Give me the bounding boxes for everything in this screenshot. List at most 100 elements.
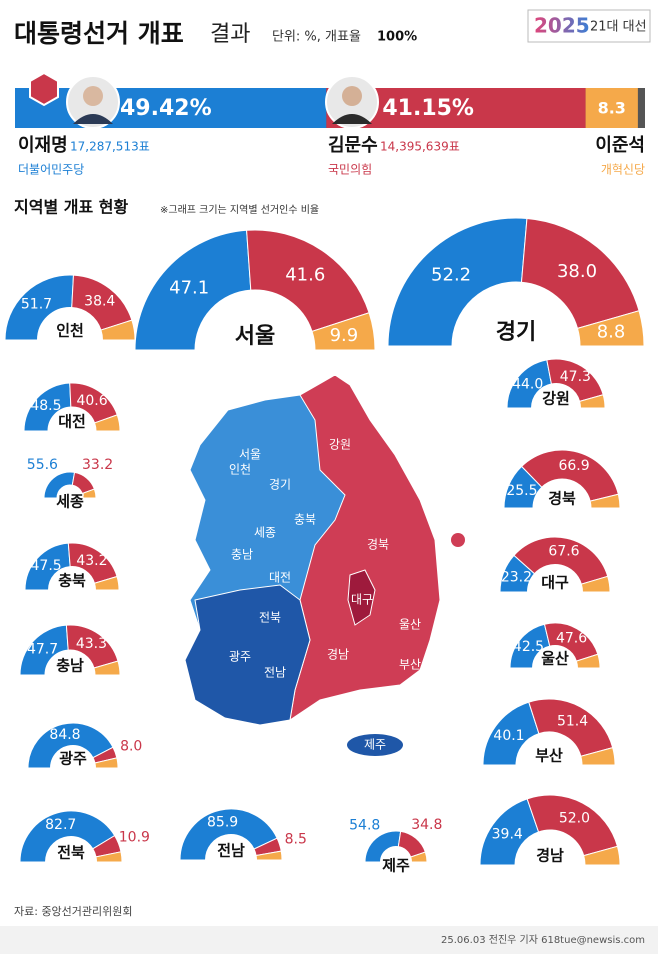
map-label: 충남 — [231, 548, 253, 562]
map — [184, 374, 465, 756]
candidate-name: 김문수 — [328, 135, 378, 156]
region-name: 인천 — [56, 322, 84, 340]
region-chart: 82.7 10.9 전북 — [19, 810, 151, 863]
region-chart: 39.4 52.0 경남 — [479, 794, 621, 866]
map-label: 경북 — [367, 538, 389, 552]
value-label: 8.8 — [597, 322, 626, 343]
map-label: 부산 — [399, 658, 421, 672]
region-name: 광주 — [59, 750, 87, 768]
section-title: 지역별 개표 현황 — [14, 198, 128, 217]
value-label: 84.8 — [49, 727, 80, 743]
value-label: 47.3 — [560, 369, 591, 385]
value-label: 8.3 — [598, 99, 626, 118]
value-label: 38.4 — [84, 293, 115, 309]
donut-segment — [580, 746, 616, 766]
value-label: 49.42% — [120, 96, 212, 121]
region-chart: 47.5 43.2 충북 — [24, 542, 120, 591]
region-chart: 25.5 66.9 경북 — [503, 449, 621, 509]
donut-segment — [589, 493, 621, 509]
map-jeju — [347, 734, 403, 756]
value-label: 34.8 — [411, 817, 442, 833]
badge-box — [527, 9, 651, 43]
value-label: 38.0 — [557, 261, 597, 282]
region-chart: 47.1 41.6 9.9 서울 — [134, 229, 376, 351]
section-note: ※그래프 크기는 지역별 선거인수 비율 — [160, 204, 319, 216]
donut-segment — [520, 449, 619, 502]
value-label: 43.3 — [76, 636, 107, 652]
value-label: 41.15% — [382, 96, 474, 121]
map-label: 대전 — [269, 571, 291, 585]
region-name: 울산 — [541, 650, 569, 668]
value-label: 44.0 — [512, 377, 543, 393]
donut-segment — [526, 794, 619, 857]
footer-band — [0, 926, 658, 954]
value-label: 8.0 — [120, 739, 142, 755]
map-label: 서울 — [239, 448, 261, 462]
value-label: 67.6 — [548, 544, 579, 560]
map-label: 울산 — [399, 618, 421, 632]
donut-segment — [93, 575, 120, 591]
value-label: 23.2 — [501, 569, 532, 585]
donut-segment — [410, 851, 428, 863]
donut-segment — [580, 575, 611, 593]
donut-segment — [93, 660, 121, 676]
region-chart: 85.9 8.5 전남 — [179, 808, 308, 861]
credit: 25.06.03 전진우 기자 618tue@newsis.com — [441, 934, 645, 946]
value-label: 39.4 — [492, 827, 523, 843]
map-label: 전남 — [264, 666, 286, 680]
region-chart: 55.6 33.2 세종 — [25, 456, 114, 512]
donut-segment — [95, 851, 123, 863]
vote-count: 14,395,639표 — [380, 140, 460, 154]
region-name: 제주 — [382, 857, 410, 875]
donut-segment — [93, 414, 121, 432]
region-name: 충남 — [56, 657, 84, 675]
map-label: 세종 — [254, 526, 276, 540]
donut-segment — [179, 808, 278, 861]
value-label: 42.5 — [513, 639, 544, 655]
badge-year: 2025 — [534, 14, 590, 38]
map-label: 인천 — [229, 462, 251, 477]
badge-text: 21대 대선 — [590, 20, 647, 35]
map-label: 제주 — [364, 738, 386, 752]
winner-badge — [29, 71, 59, 107]
value-label: 66.9 — [558, 458, 589, 474]
region-name: 전남 — [217, 842, 245, 860]
donut-segment — [246, 229, 370, 333]
map-label: 전북 — [259, 611, 281, 625]
donut-segment — [513, 536, 609, 585]
value-label: 54.8 — [349, 818, 380, 834]
map-label: 강원 — [329, 438, 351, 452]
title-suffix: 결과 — [210, 22, 250, 47]
region-chart: 47.7 43.3 충남 — [19, 624, 121, 676]
donut-segment — [575, 653, 601, 669]
region-chart: 44.0 47.3 강원 — [506, 358, 606, 409]
donut-segment — [578, 394, 606, 409]
region-chart: 52.2 38.0 8.8 경기 — [387, 217, 645, 347]
value-label: 41.6 — [285, 264, 325, 285]
donut-segment — [27, 722, 114, 769]
donut-segment — [255, 850, 283, 861]
region-name: 부산 — [535, 747, 563, 765]
map-label: 경남 — [327, 648, 349, 662]
region-chart: 42.5 47.6 울산 — [509, 622, 601, 669]
national-result: 49.42%이재명17,287,513표더불어민주당당선41.15%김문수14,… — [15, 82, 645, 177]
region-chart: 84.8 8.0 광주 — [27, 722, 144, 769]
party-name: 국민의힘 — [328, 163, 372, 177]
region-name: 서울 — [235, 324, 275, 349]
map-daegu — [347, 569, 376, 626]
value-label: 52.2 — [431, 264, 471, 285]
value-label: 47.7 — [27, 641, 58, 657]
value-label: 25.5 — [506, 483, 537, 499]
donut-segment — [583, 845, 621, 866]
region-name: 경기 — [496, 320, 536, 345]
map-southwest — [184, 584, 311, 726]
region-name: 충북 — [58, 572, 86, 590]
donut-segment — [134, 229, 252, 351]
map-label: 대구 — [351, 593, 373, 607]
title: 대통령선거 개표 — [14, 19, 184, 48]
region-chart: 48.5 40.6 대전 — [23, 382, 121, 432]
candidate-name: 이준석 — [595, 135, 645, 156]
party-name: 더불어민주당 — [18, 163, 84, 177]
value-label: 48.5 — [30, 398, 61, 414]
